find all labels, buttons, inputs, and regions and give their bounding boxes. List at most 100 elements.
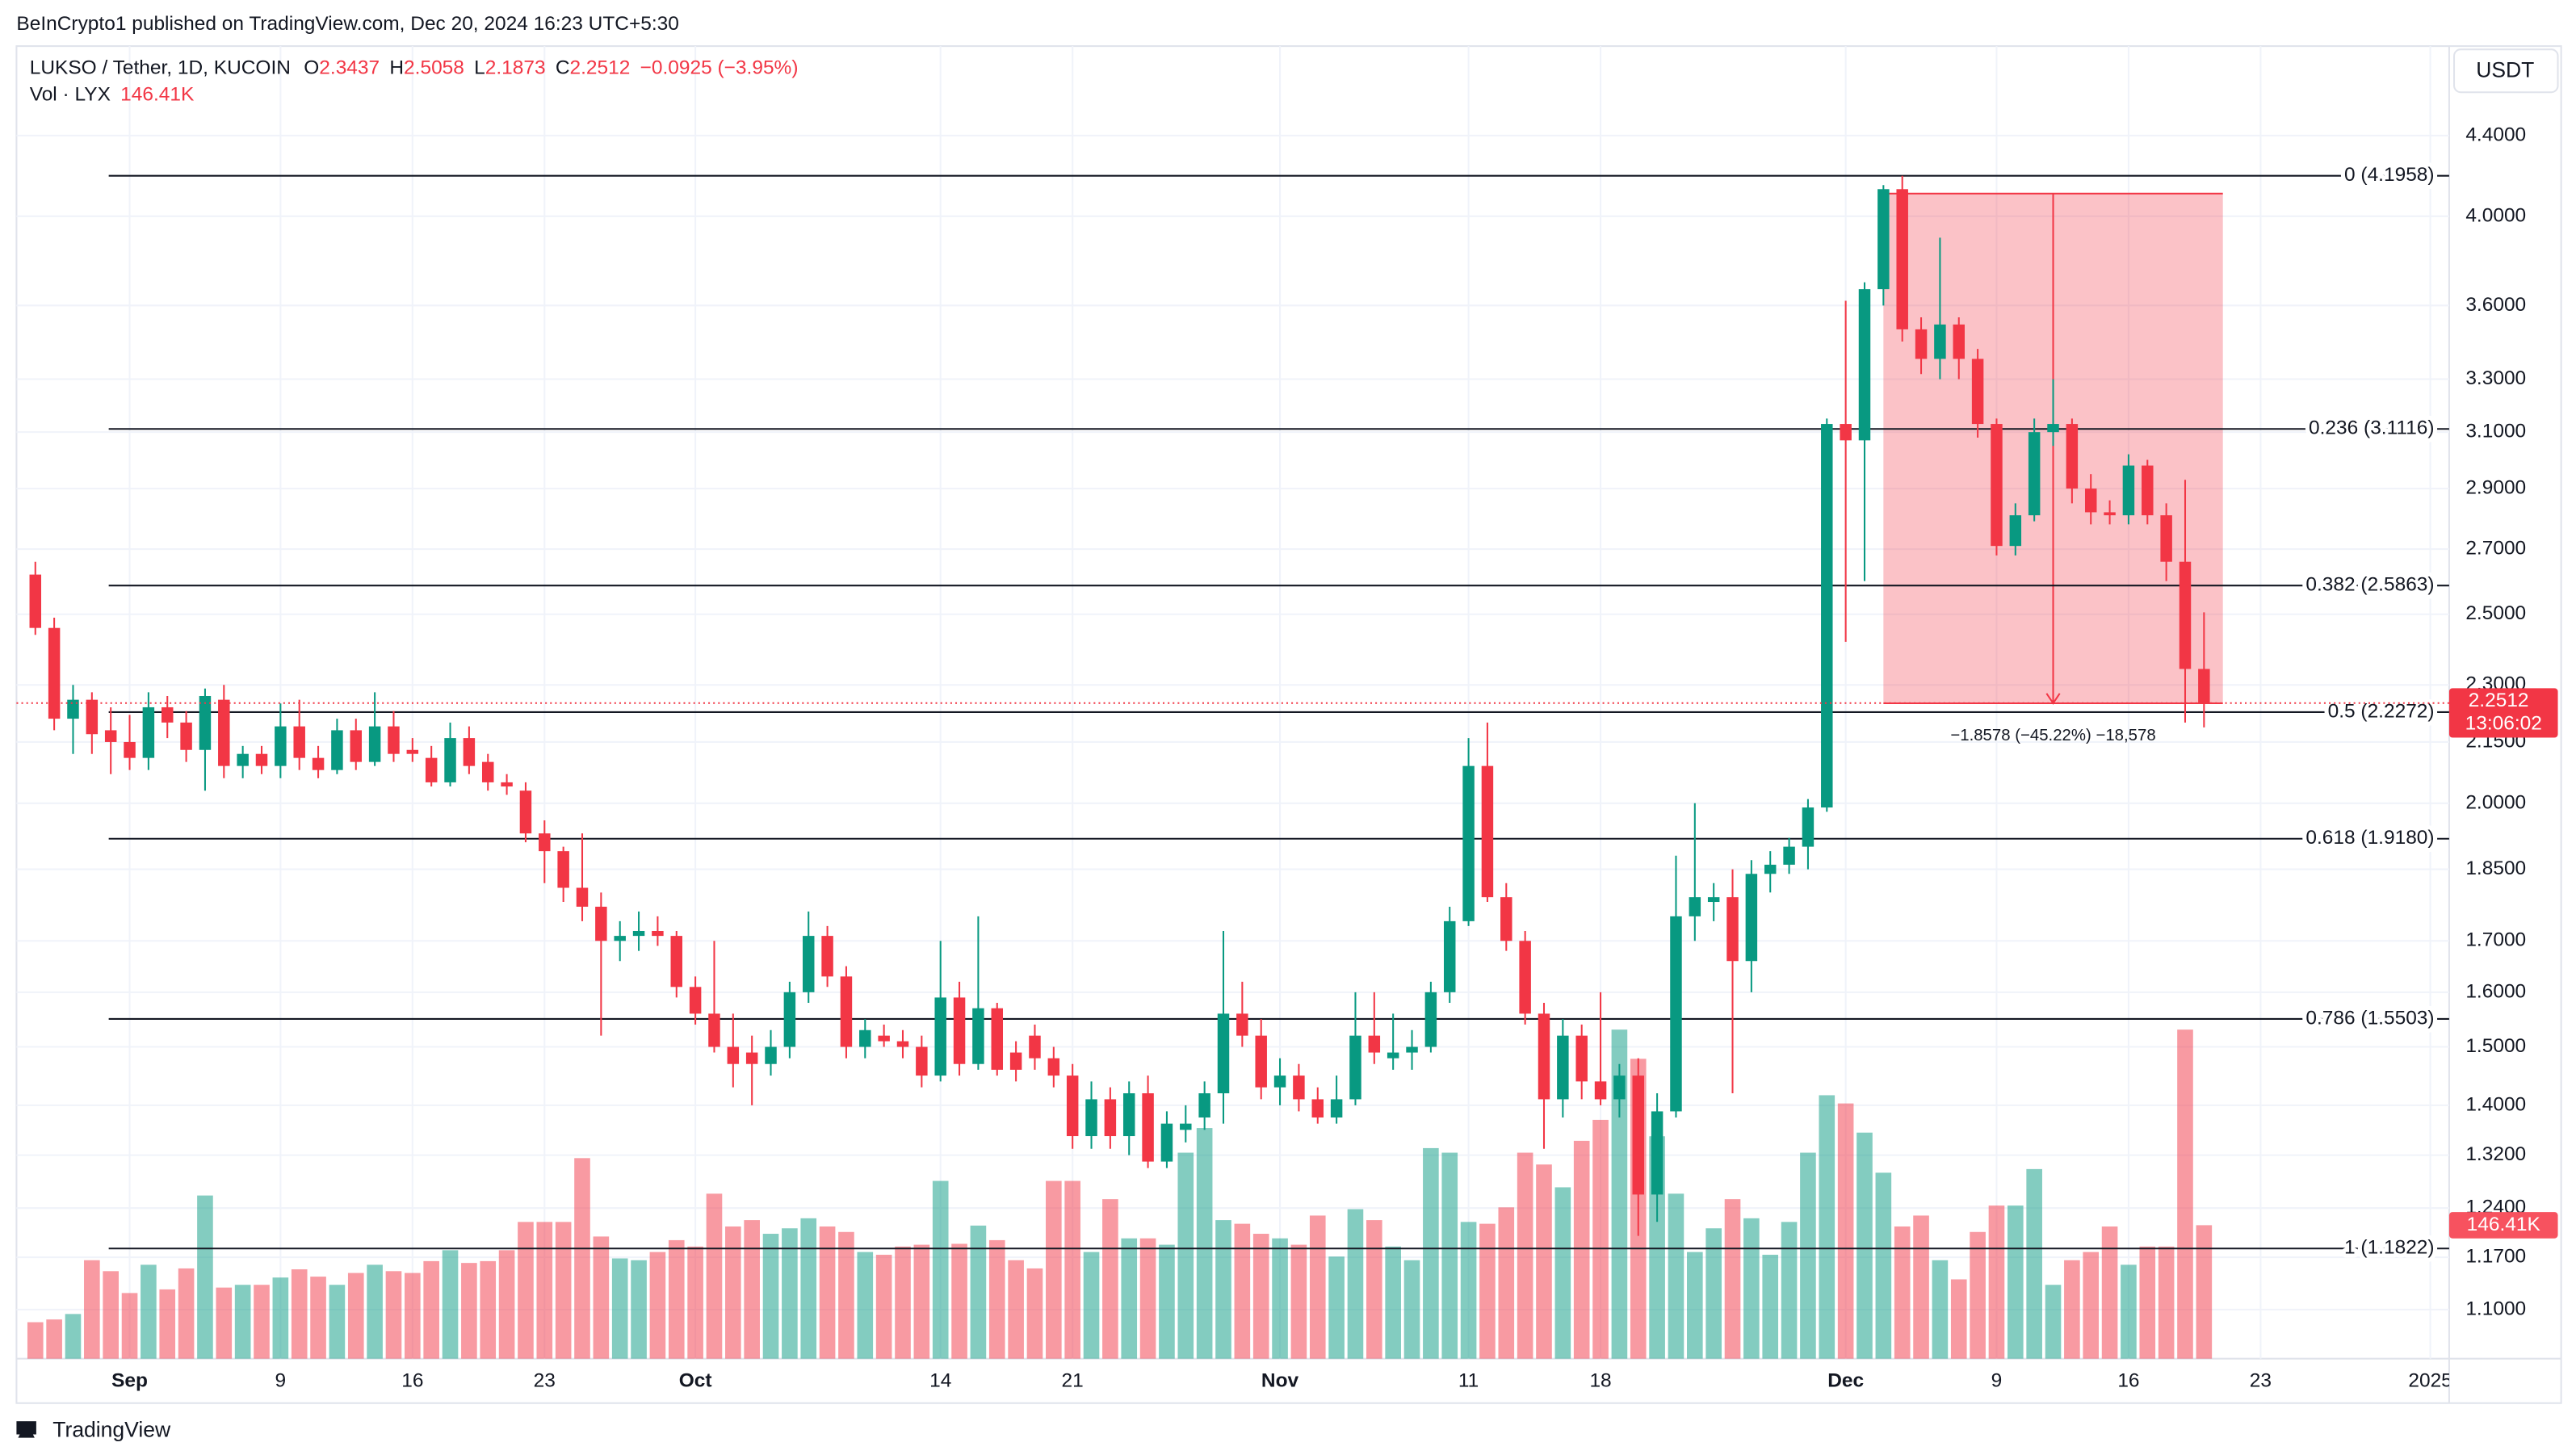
candle-body [124,741,136,758]
volume-bar [1536,1164,1552,1359]
x-tick-label: 23 [534,1370,556,1392]
volume-bar [1762,1254,1779,1359]
x-tick-label: 2025 [2408,1370,2452,1392]
volume-bar [1988,1206,2005,1359]
volume-bar [216,1287,233,1359]
legend-volume-line: Vol · LYX 146.41K [30,84,195,106]
chart-frame [15,45,2562,1404]
candle-body [1198,1093,1210,1117]
candle-body [444,738,456,782]
candle-body [237,753,249,766]
y-tick-label: 1.5000 [2465,1035,2526,1057]
candle-body [1424,992,1437,1047]
x-tick-label: 9 [275,1370,287,1392]
candle-body [1953,324,1965,359]
volume-bar [1573,1140,1590,1359]
volume-bar [1837,1103,1854,1359]
candle-body [652,930,664,937]
candle-body [199,695,212,750]
candle-body [1217,1013,1230,1094]
y-tick-label: 2.0000 [2465,791,2526,813]
candle-body [614,936,626,941]
volume-bar [2026,1168,2042,1359]
candle-body [29,574,42,628]
candle-body [2122,465,2135,516]
volume-bar [141,1264,157,1359]
y-tick-label: 4.4000 [2465,124,2526,145]
volume-bar [725,1226,741,1359]
volume-bar [875,1254,892,1359]
x-tick-label: Dec [1827,1370,1864,1392]
candle-body [1349,1035,1361,1100]
volume-bar [838,1231,854,1359]
candle-body [708,1013,720,1047]
candle-body [972,1008,984,1064]
candle-body [1236,1013,1248,1036]
candle-body [180,722,192,750]
grid [16,46,2449,1359]
volume-bar [913,1244,930,1359]
volume-bar [932,1180,949,1359]
candle-body [104,730,117,742]
volume-bar [423,1260,439,1359]
candle-body [1896,189,1908,329]
candle-body [255,753,268,766]
volume-bar [1385,1246,1401,1359]
volume-bar [1366,1220,1382,1359]
x-axis-labels: Sep 9 16 23 Oct 14 21 Nov 11 18 Dec 9 16 23 2025 [111,1370,2452,1392]
volume-bar [1403,1260,1420,1359]
legend-key: O [304,57,319,79]
candle-body [293,726,305,758]
currency-box[interactable] [2453,48,2559,94]
volume-bar [2121,1264,2137,1359]
fib-layer: 0 (4.1958) 0.236 (3.1116) 0.382 (2.5863) 0.… [108,160,2449,1263]
volume-bar [593,1236,610,1359]
volume-bar [1215,1220,1231,1359]
currency-label[interactable]: USDT [2476,58,2534,82]
x-tick-label: 16 [401,1370,423,1392]
candle-body [802,936,815,992]
volume-bar [1781,1222,1798,1359]
candle-body [1840,424,1852,441]
volume-bar [2064,1260,2080,1359]
candle-body [1934,324,1946,359]
axis-layer: 4.4000 4.0000 3.6000 3.3000 3.1000 2.9000 2.70… [111,124,2558,1392]
volume-bar [1932,1260,1949,1359]
legend-value: 2.1873 [485,57,546,79]
volume-bar [272,1277,289,1359]
x-tick-label: 21 [1062,1370,1084,1392]
candle-body [783,992,796,1047]
x-tick-label: 23 [2250,1370,2272,1392]
candle-body [1651,1111,1663,1195]
volume-bar [46,1319,62,1359]
candle-body [689,987,702,1014]
candle-body [142,707,155,758]
volume-bar [121,1293,138,1359]
volume-bar [1064,1180,1080,1359]
volume-bar [159,1289,176,1359]
candle-body [878,1035,890,1042]
candle-body [896,1041,909,1047]
candle-body [1462,765,1475,921]
legend-value: 2.5058 [404,57,464,79]
y-tick-label: 2.7000 [2465,538,2526,560]
volume-bar [1159,1244,1175,1359]
candle-body [859,1029,871,1047]
candle-body [86,699,99,735]
volume-bar [1687,1252,1703,1359]
volume-bar [1046,1180,1062,1359]
candle-body [1293,1076,1305,1100]
volume-bar [2045,1285,2062,1359]
candle-body [2104,512,2116,516]
legend-change: −0.0925 (−3.95%) [640,57,799,79]
volume-bar [1102,1199,1118,1359]
candle-body [1594,1081,1607,1100]
y-tick-label: 1.7000 [2465,929,2526,951]
candle-body [1387,1052,1399,1059]
legend-value: 2.3437 [319,57,380,79]
volume-bar [687,1246,703,1359]
candle-body [162,707,174,723]
candle-body [1745,874,1758,962]
